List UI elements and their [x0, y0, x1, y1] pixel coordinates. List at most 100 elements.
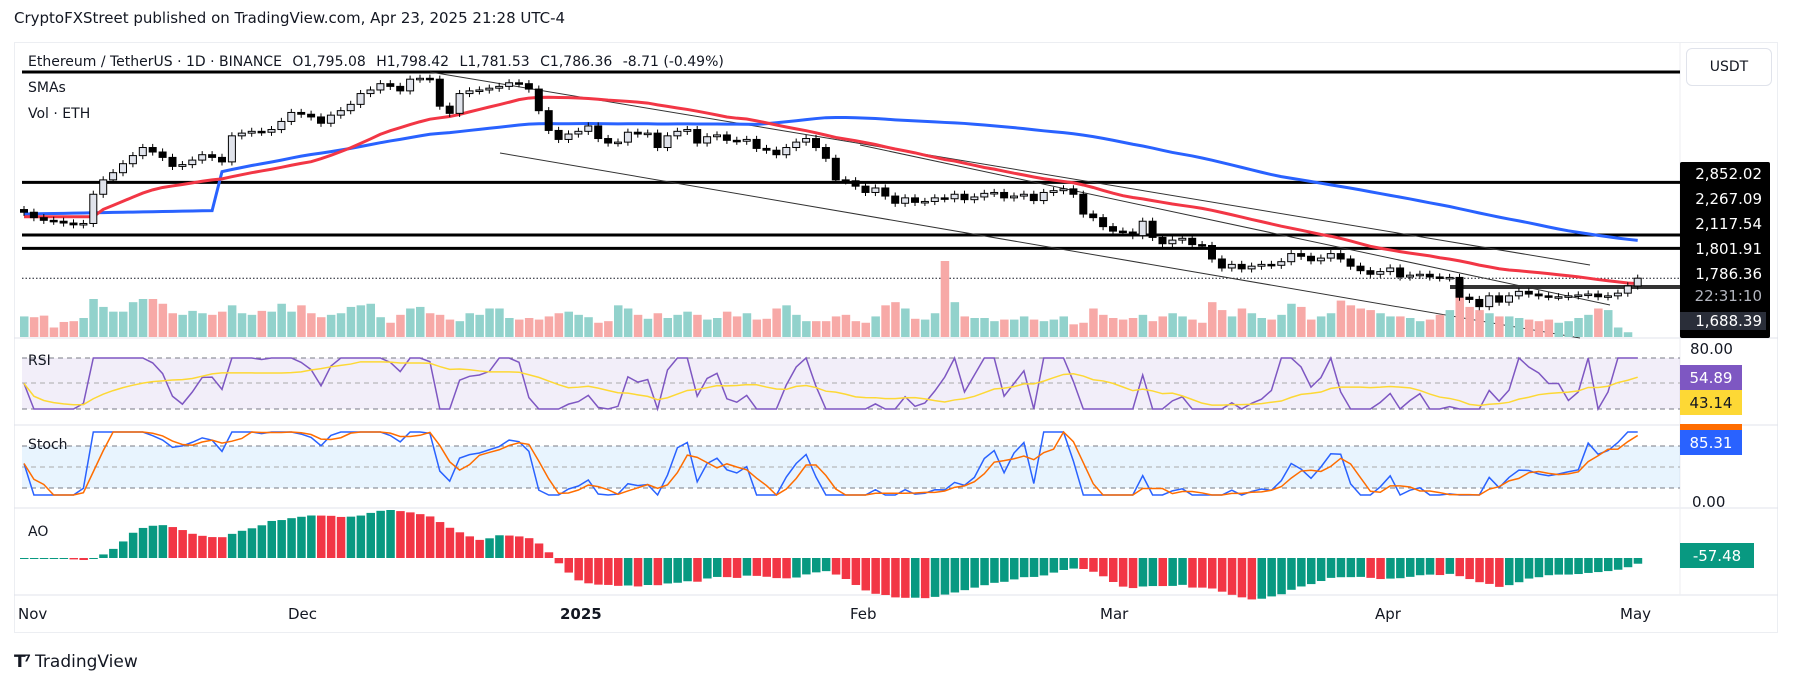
ohlc-high: H1,798.42 [376, 54, 450, 70]
candle-body [584, 125, 593, 132]
ao-bar [1069, 558, 1078, 569]
volume-bar [1594, 308, 1603, 337]
ao-bar [1307, 558, 1316, 585]
ao-bar [1425, 558, 1435, 575]
currency-button[interactable]: USDT [1686, 48, 1772, 86]
ao-bar [1316, 558, 1326, 582]
volume-bar [564, 311, 573, 337]
candle-body [673, 130, 682, 137]
volume-bar [1069, 324, 1078, 337]
ao-bar [821, 558, 831, 572]
candle-body [1247, 265, 1256, 270]
ao-bar [1049, 558, 1059, 573]
volume-bar [465, 313, 474, 337]
ohlc-close: C1,786.36 [540, 54, 613, 70]
ao-bar [366, 512, 375, 558]
stoch-label[interactable]: Stoch [28, 437, 68, 453]
x-axis-tick: Nov [18, 605, 48, 623]
ao-bar [277, 520, 286, 558]
candle-body [1138, 220, 1147, 237]
candle-body [594, 125, 603, 140]
ao-bar [653, 558, 663, 586]
ao-bar [416, 514, 425, 558]
volume-bar [663, 318, 672, 337]
ao-bar [1336, 558, 1346, 578]
volume-bar [168, 313, 177, 337]
volume-bar [1297, 306, 1306, 337]
volume-legend[interactable]: Vol · ETH [28, 106, 91, 122]
ao-bar [346, 516, 356, 558]
channel-upper-line [429, 71, 1591, 266]
candle-body [1109, 226, 1117, 232]
sma-legend[interactable]: SMAs [28, 80, 66, 96]
tradingview-logo[interactable]: T⁷ TradingView [14, 652, 138, 672]
candle-body [891, 195, 900, 204]
ao-bar [1208, 558, 1217, 589]
x-axis-tick: Feb [850, 605, 877, 623]
candle-body [1010, 195, 1018, 199]
volume-bar [772, 308, 781, 337]
volume-bar [1386, 316, 1395, 337]
candle-body [1029, 193, 1038, 202]
ao-bar [1168, 558, 1177, 586]
candle-body [831, 157, 840, 181]
ao-bar [1584, 558, 1593, 573]
volume-bar [911, 318, 920, 337]
ao-bar [1505, 558, 1514, 586]
candle-body [841, 179, 850, 182]
volume-bar [208, 314, 217, 337]
volume-bar [1445, 310, 1455, 337]
symbol-legend[interactable]: Ethereum / TetherUS · 1D · BINANCE O1,79… [28, 54, 724, 70]
ao-bar [336, 516, 346, 558]
ao-bar [1356, 558, 1365, 577]
ao-value-tag: -57.48 [1680, 543, 1754, 568]
candle-body [425, 77, 434, 81]
candle-body [762, 147, 771, 151]
candle-body [366, 89, 375, 95]
volume-bar [614, 305, 623, 337]
volume-bar [1019, 316, 1029, 337]
volume-bar [732, 316, 742, 337]
volume-bar [119, 311, 128, 337]
ao-bar [1376, 558, 1385, 580]
volume-bar [1049, 319, 1059, 337]
candle-body [297, 111, 306, 115]
ao-label[interactable]: AO [28, 524, 49, 540]
ao-bar [1010, 558, 1019, 580]
volume-bar [1198, 322, 1207, 337]
candle-body [1287, 253, 1296, 263]
ao-bar [643, 558, 653, 586]
candle-body [574, 130, 583, 135]
candle-body [455, 93, 464, 114]
volume-bar [257, 310, 267, 337]
volume-bar [980, 318, 989, 337]
volume-bar [218, 311, 227, 337]
volume-bar [425, 313, 435, 337]
rsi-label[interactable]: RSI [28, 353, 51, 369]
candle-body [148, 147, 157, 153]
volume-bar [198, 313, 207, 337]
ao-bar [554, 558, 564, 564]
candle-body [960, 193, 969, 201]
price-axis-label: 22:31:10 [1694, 287, 1762, 305]
volume-bar [821, 321, 831, 337]
volume-bar [138, 299, 148, 337]
candle-body [396, 85, 405, 92]
ao-bar [59, 558, 69, 559]
ao-bar [227, 533, 237, 558]
volume-bar [1326, 313, 1336, 337]
candle-body [227, 135, 236, 163]
candle-body [693, 129, 702, 144]
candle-body [1564, 295, 1573, 298]
volume-bar [604, 321, 613, 337]
ao-bar [1267, 558, 1276, 597]
candle-body [812, 138, 820, 149]
candle-body [59, 220, 68, 224]
price-axis-labels [1680, 162, 1770, 338]
candle-body [1534, 293, 1543, 297]
volume-bar [20, 316, 29, 337]
volume-bar [455, 321, 465, 337]
volume-bar [1188, 319, 1197, 337]
volume-bar [1455, 297, 1464, 337]
